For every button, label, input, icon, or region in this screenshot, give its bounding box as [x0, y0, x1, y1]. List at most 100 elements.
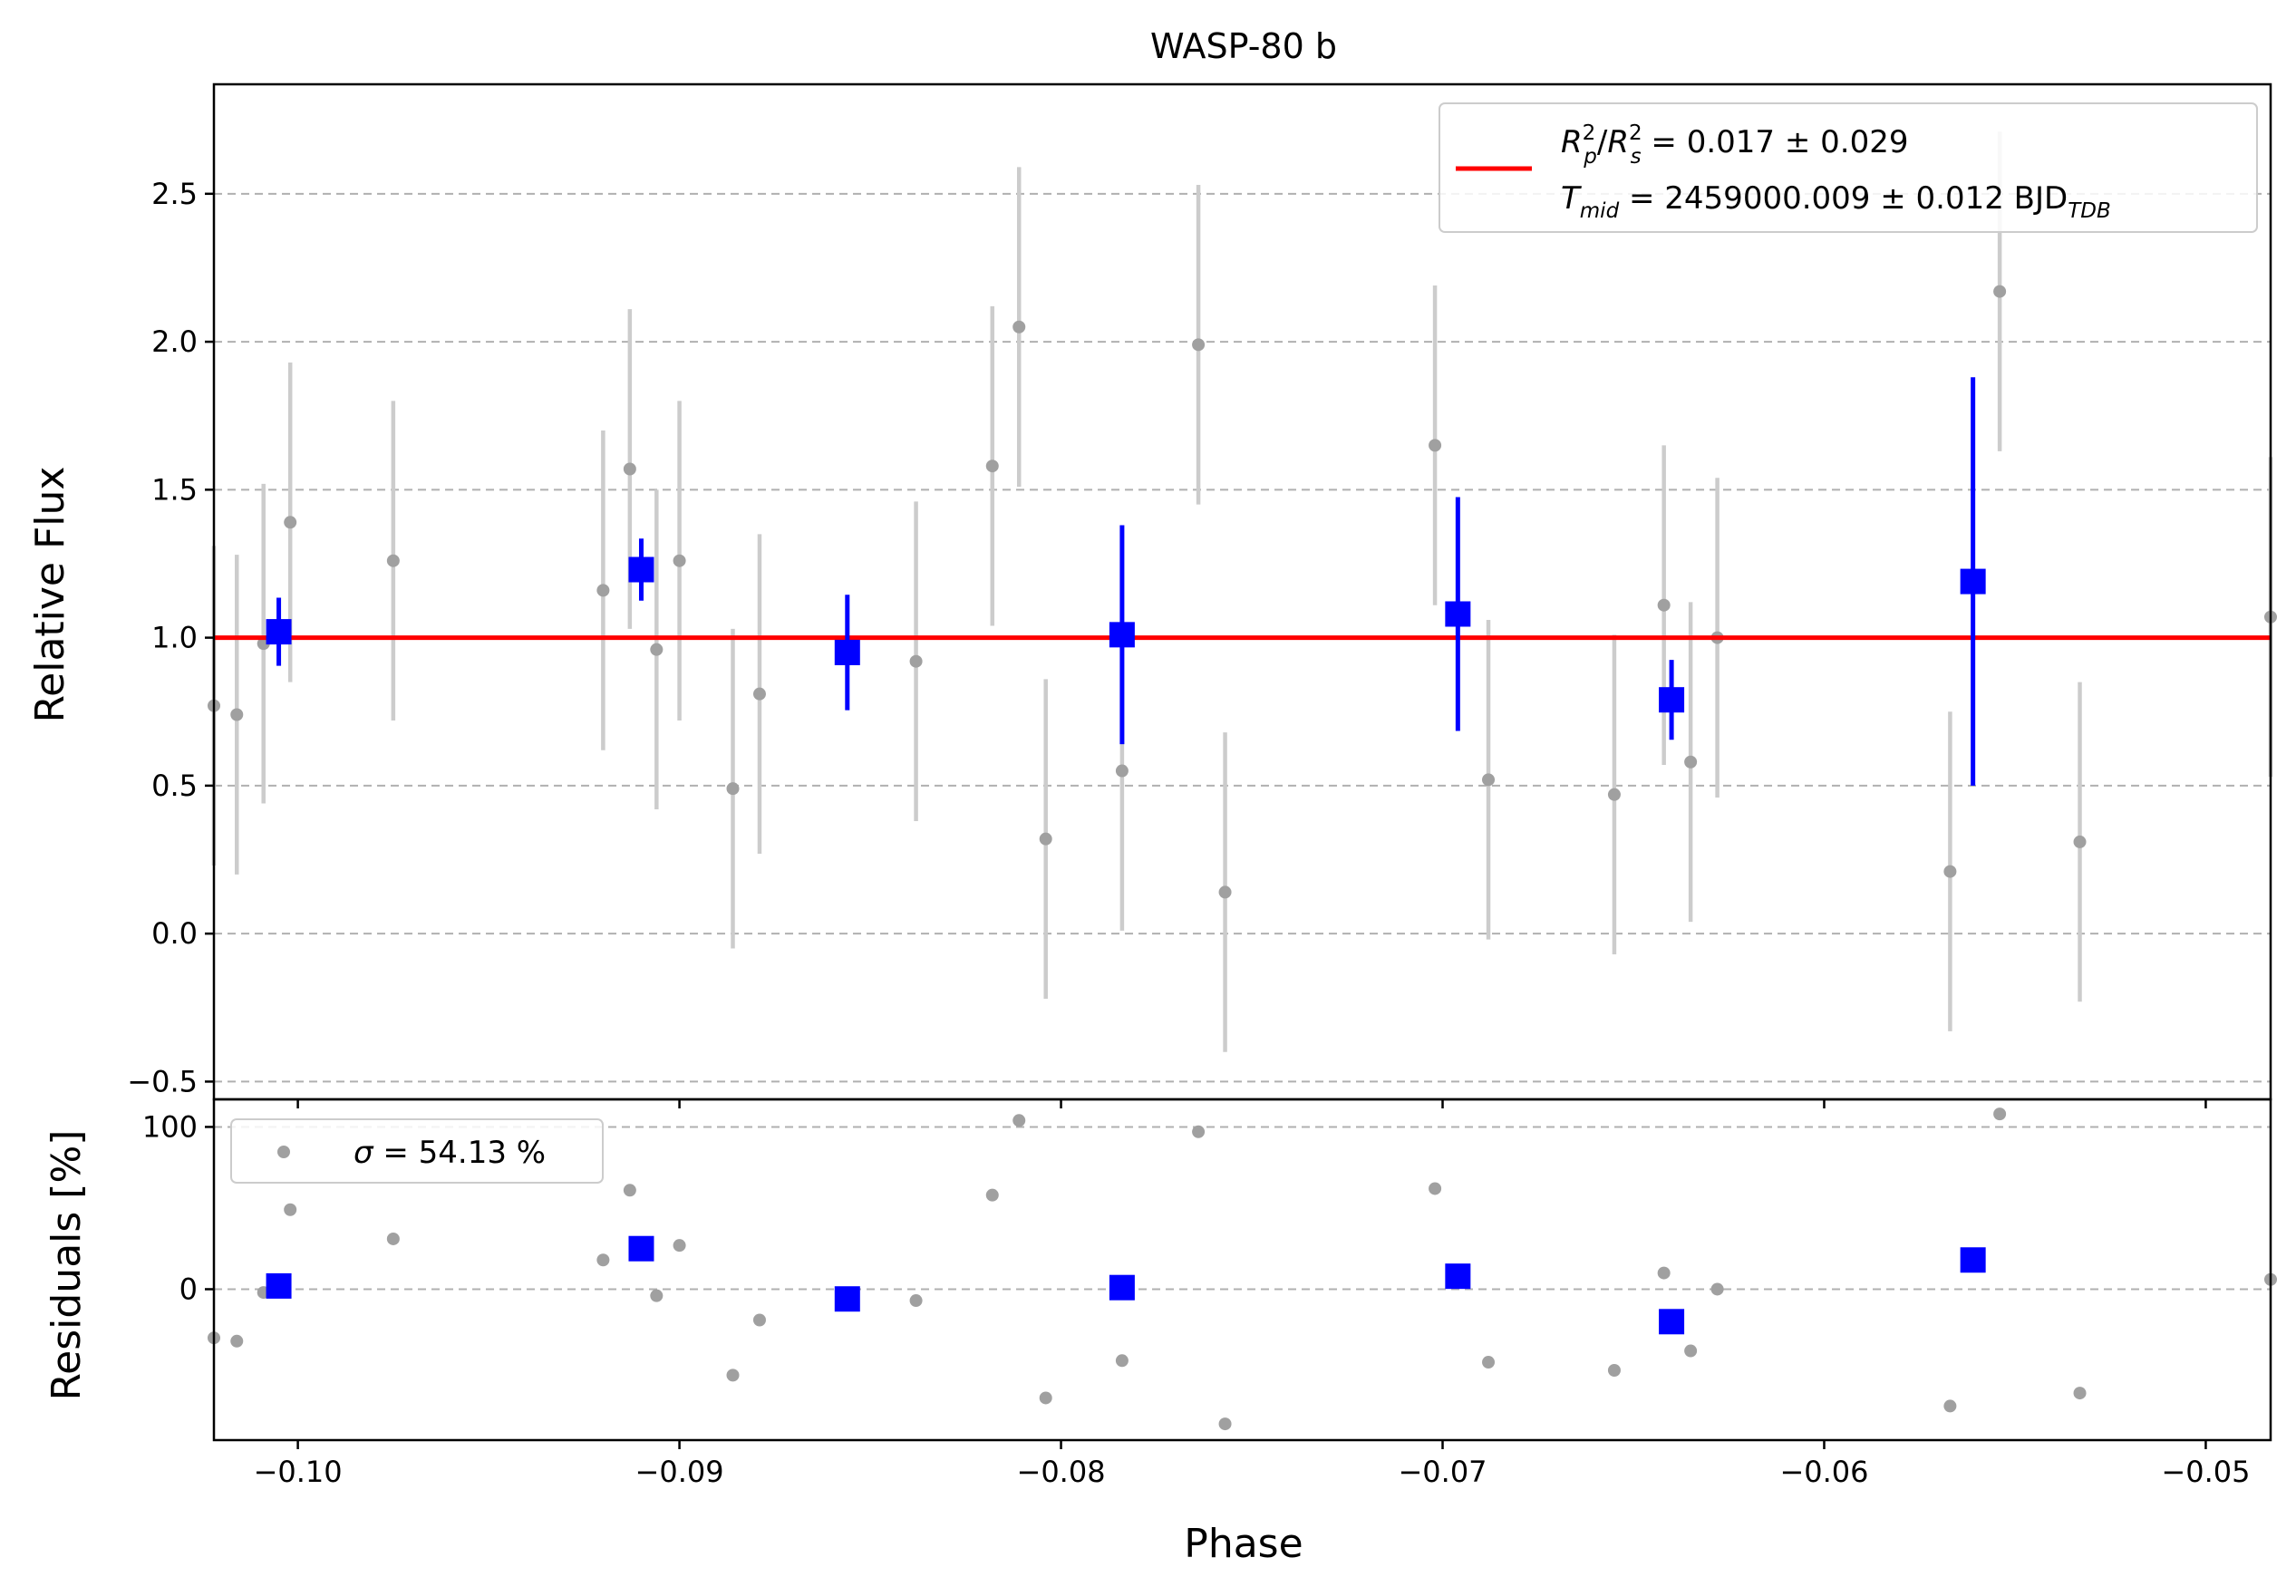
raw-point	[726, 782, 740, 796]
raw-point	[1012, 1114, 1026, 1127]
raw-point	[1429, 1182, 1442, 1195]
raw-point	[1607, 788, 1621, 801]
residuals-y-axis-label: Residuals [%]	[44, 1130, 90, 1401]
raw-point	[1607, 1364, 1621, 1378]
residuals-legend-label: σ = 54.13 %	[354, 1135, 546, 1171]
raw-point	[650, 643, 664, 656]
x-tick-label: −0.10	[254, 1455, 343, 1489]
raw-point	[386, 554, 400, 567]
binned-point	[1659, 1309, 1685, 1335]
raw-point	[623, 462, 636, 476]
raw-point	[1192, 1125, 1206, 1138]
flux-legend: R2 p/R2 s = 0.017 ± 0.029 Tmid = 2459000.0…	[1439, 102, 2258, 233]
raw-point	[752, 1313, 766, 1327]
binned-point	[1960, 1247, 1986, 1273]
raw-point	[1192, 338, 1206, 352]
raw-point	[230, 708, 244, 721]
raw-point	[623, 1184, 636, 1197]
y-tick-label: 2.5	[151, 177, 198, 211]
raw-point	[650, 1289, 664, 1302]
raw-point	[2073, 835, 2087, 848]
binned-point	[266, 1272, 292, 1299]
y-tick-label: 0.0	[151, 916, 198, 951]
raw-point	[596, 584, 610, 597]
binned-point	[834, 639, 860, 665]
x-tick-label: −0.08	[1017, 1455, 1106, 1489]
binned-point	[628, 1235, 654, 1262]
y-tick-label: 1.0	[151, 621, 198, 655]
chart-title: WASP-80 b	[1150, 26, 1337, 66]
residuals-y-ticks: 0 100	[142, 1109, 214, 1306]
raw-point	[1482, 773, 1496, 787]
raw-point	[386, 1232, 400, 1245]
binned-point	[1445, 601, 1471, 627]
y-tick-label: 2.0	[151, 324, 198, 359]
y-tick-label: 0.5	[151, 769, 198, 803]
raw-point	[1039, 1391, 1052, 1405]
raw-point	[1657, 598, 1671, 612]
raw-point	[1684, 1344, 1698, 1358]
raw-point	[1218, 1417, 1232, 1431]
raw-point	[1115, 1354, 1129, 1368]
raw-point	[1115, 764, 1129, 778]
raw-point	[1657, 1266, 1671, 1280]
binned-point	[628, 556, 654, 583]
raw-point	[1993, 1108, 2007, 1121]
flux-y-ticks: −0.5 0.0 0.5 1.0 1.5 2.0 2.5	[127, 177, 214, 1098]
raw-point	[1012, 320, 1026, 334]
raw-point	[284, 1203, 297, 1216]
raw-point	[673, 1239, 686, 1253]
raw-point	[1993, 285, 2007, 298]
binned-point	[834, 1286, 860, 1312]
residuals-legend-box	[230, 1118, 604, 1184]
binned-point	[1960, 568, 1986, 595]
binned-point	[266, 619, 292, 645]
residuals-x-ticks: −0.10 −0.09 −0.08 −0.07 −0.06 −0.05	[254, 1440, 2250, 1489]
residuals-panel: 0 100 −0.10 −0.09 −0.08 −0.07 −0.06 −0.05 Resi…	[44, 1098, 2277, 1567]
raw-point	[985, 1188, 999, 1202]
raw-point	[1482, 1356, 1496, 1369]
residuals-legend-marker	[277, 1146, 290, 1158]
x-tick-label: −0.06	[1779, 1455, 1868, 1489]
raw-point	[726, 1369, 740, 1382]
raw-point	[985, 459, 999, 473]
flux-raw-points	[208, 285, 2277, 899]
raw-point	[673, 554, 686, 567]
y-tick-label: −0.5	[127, 1064, 198, 1098]
flux-binned-points	[266, 556, 1986, 713]
raw-point	[1684, 755, 1698, 769]
binned-point	[1659, 687, 1685, 713]
raw-point	[1943, 1399, 1957, 1413]
raw-point	[1218, 885, 1232, 899]
flux-legend-box	[1439, 102, 2258, 233]
raw-point	[284, 516, 297, 529]
flux-y-axis-label: Relative Flux	[27, 467, 73, 723]
raw-point	[230, 1334, 244, 1348]
raw-point	[596, 1253, 610, 1267]
residuals-legend: σ = 54.13 %	[230, 1118, 604, 1184]
flux-panel: −0.5 0.0 0.5 1.0 1.5 2.0 2.5 Relative Flux R2 p…	[27, 82, 2277, 1108]
x-axis-label: Phase	[1184, 1521, 1303, 1567]
residuals-binned-points	[266, 1235, 1986, 1335]
binned-point	[1445, 1263, 1471, 1290]
raw-point	[909, 1294, 923, 1308]
y-tick-label: 1.5	[151, 472, 198, 507]
raw-point	[1039, 832, 1052, 846]
raw-point	[752, 687, 766, 701]
raw-point	[1710, 1282, 1724, 1296]
y-tick-label: 0	[179, 1272, 198, 1306]
residuals-raw-points	[208, 1108, 2277, 1431]
x-tick-label: −0.09	[635, 1455, 724, 1489]
raw-point	[2073, 1387, 2087, 1400]
flux-legend-tmid-label: Tmid = 2459000.009 ± 0.012 BJDTDB	[1561, 180, 2111, 223]
raw-point	[909, 654, 923, 668]
flux-x-ticks	[296, 1099, 2207, 1108]
raw-point	[1429, 439, 1442, 452]
x-tick-label: −0.05	[2161, 1455, 2250, 1489]
raw-point	[1943, 865, 1957, 878]
binned-point	[1109, 1274, 1135, 1301]
flux-legend-depth-label: R2 p/R2 s = 0.017 ± 0.029	[1561, 121, 1908, 169]
residuals-axes-frame	[212, 1098, 2272, 1442]
y-tick-label: 100	[142, 1109, 198, 1144]
